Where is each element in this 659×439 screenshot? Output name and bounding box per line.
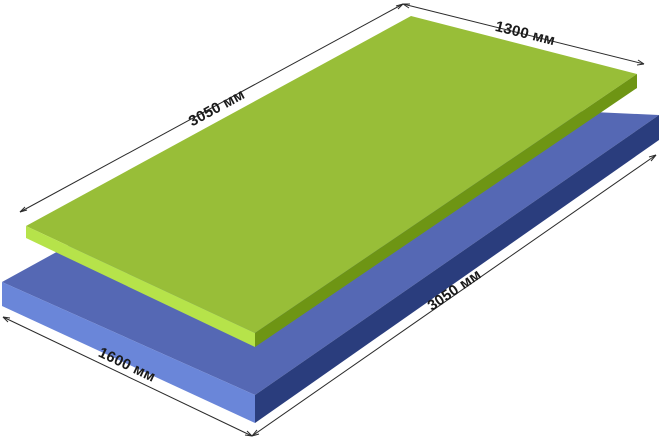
green-slab-front-face: [26, 226, 255, 347]
dim-line-bottom-length: [251, 154, 657, 437]
dim-line-bottom-width: [2, 316, 253, 437]
blue-slab-front-face: [2, 282, 255, 423]
dimension-lines: [2, 3, 657, 437]
green-slab-side-face: [255, 74, 637, 347]
green-slab-top-face: [26, 16, 637, 333]
dim-line-top-width: [402, 3, 645, 65]
green-slab: [26, 16, 637, 347]
blue-slab-side-face: [255, 115, 659, 423]
dim-line-top-length: [19, 3, 404, 213]
